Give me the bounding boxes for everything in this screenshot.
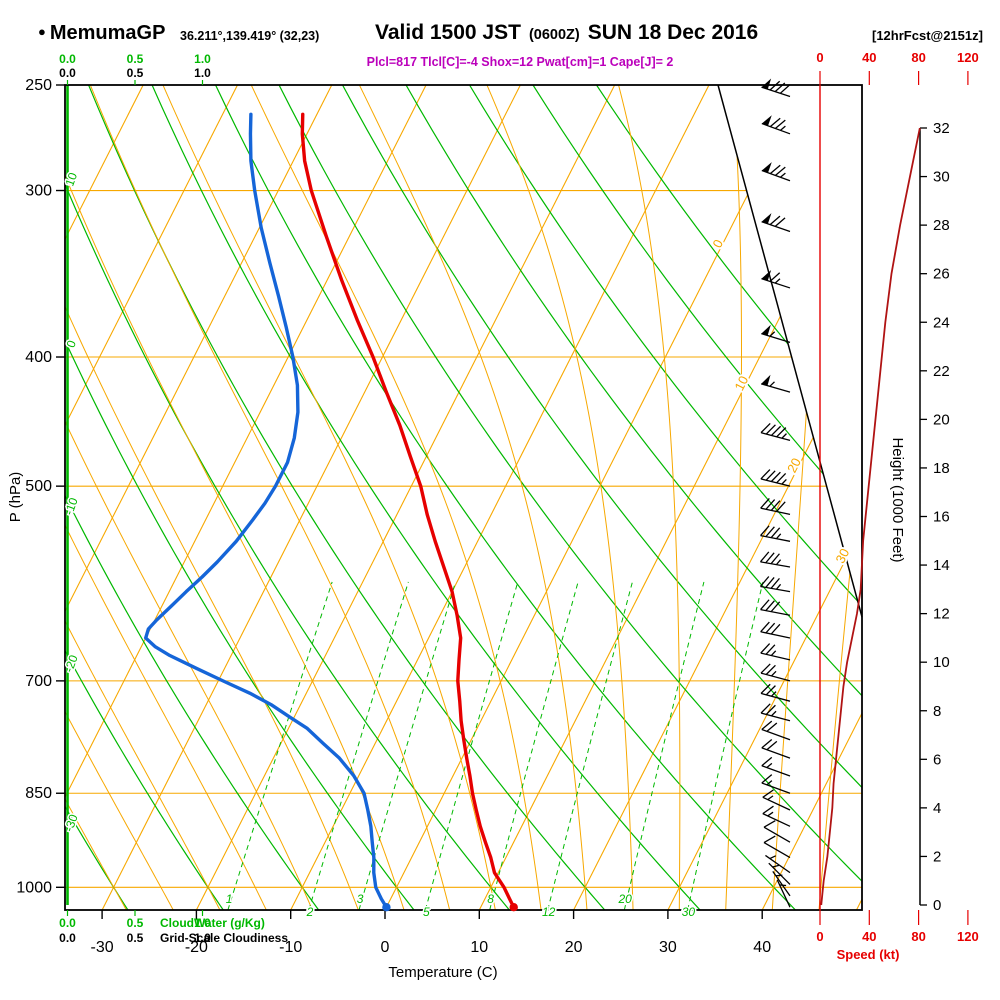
station-name: MemumaGP (49, 22, 166, 44)
svg-text:120: 120 (957, 50, 979, 65)
svg-text:1000: 1000 (16, 879, 52, 896)
svg-text:32: 32 (933, 120, 950, 137)
svg-text:500: 500 (25, 478, 52, 495)
svg-text:20: 20 (933, 411, 950, 428)
svg-text:0.0: 0.0 (59, 66, 76, 80)
svg-text:0.0: 0.0 (59, 52, 76, 66)
svg-text:12: 12 (933, 606, 950, 623)
svg-text:16: 16 (933, 509, 950, 526)
valid-utc: (0600Z) (528, 27, 580, 43)
svg-text:22: 22 (933, 363, 950, 380)
surface-dewpoint-dot (382, 903, 391, 912)
svg-text:4: 4 (933, 800, 941, 817)
svg-text:18: 18 (933, 460, 950, 477)
svg-text:20: 20 (565, 939, 583, 956)
svg-text:2: 2 (306, 905, 314, 919)
temperature-curve (300, 112, 516, 909)
svg-text:700: 700 (25, 673, 52, 690)
wind-barbs (759, 78, 791, 908)
svg-text:-20: -20 (62, 653, 81, 674)
svg-text:2: 2 (933, 848, 941, 865)
svg-text:1.0: 1.0 (194, 66, 211, 80)
height-axis-title: Height (1000 Feet) (889, 437, 906, 562)
svg-text:300: 300 (25, 183, 52, 200)
svg-text:14: 14 (933, 557, 950, 574)
svg-text:20: 20 (784, 455, 804, 475)
dewpoint-curve (144, 112, 389, 909)
station-coordinates: 36.211°,139.419° (32,23) (180, 29, 320, 43)
svg-text:0.5: 0.5 (127, 52, 144, 66)
svg-text:28: 28 (933, 217, 950, 234)
svg-text:0: 0 (933, 897, 941, 914)
svg-text:30: 30 (659, 939, 677, 956)
stability-indices: Plcl=817 Tlcl[C]=-4 Shox=12 Pwat[cm]=1 C… (366, 55, 674, 69)
svg-text:1.0: 1.0 (194, 916, 211, 930)
svg-text:400: 400 (25, 349, 52, 366)
svg-text:40: 40 (862, 929, 876, 944)
valid-date: SUN 18 Dec 2016 (587, 21, 759, 44)
svg-text:0.5: 0.5 (127, 931, 144, 945)
svg-text:120: 120 (957, 929, 979, 944)
valid-label: Valid 1500 JST (375, 21, 521, 44)
svg-text:40: 40 (753, 939, 771, 956)
svg-text:-10: -10 (279, 939, 302, 956)
svg-text:850: 850 (25, 785, 52, 802)
svg-text:3: 3 (357, 892, 364, 906)
svg-text:80: 80 (911, 50, 925, 65)
svg-text:20: 20 (617, 892, 632, 906)
svg-text:30: 30 (682, 905, 696, 919)
surface-temp-dot (509, 903, 518, 912)
svg-text:-30: -30 (91, 939, 114, 956)
forecast-tag: [12hrFcst@2151z] (872, 28, 983, 43)
svg-text:80: 80 (911, 929, 925, 944)
svg-text:8: 8 (933, 703, 941, 720)
cloudwater-label: CloudWater (g/Kg) (160, 916, 265, 930)
svg-text:12: 12 (542, 905, 556, 919)
diagonal-cut-line (717, 84, 863, 618)
svg-text:30: 30 (933, 169, 950, 186)
svg-text:26: 26 (933, 266, 950, 283)
svg-text:0.5: 0.5 (127, 66, 144, 80)
svg-text:0: 0 (816, 929, 823, 944)
svg-text:0.5: 0.5 (127, 916, 144, 930)
wind-speed-curve (820, 127, 921, 906)
svg-text:0: 0 (381, 939, 390, 956)
svg-text:1.0: 1.0 (194, 52, 211, 66)
valid-time: Valid 1500 JST (0600Z) SUN 18 Dec 2016 (375, 21, 758, 45)
svg-text:10: 10 (731, 373, 751, 393)
pressure-axis-title: P (hPa) (7, 472, 24, 523)
speed-axis-title: Speed (kt) (837, 947, 900, 962)
station-title: ● MemumaGP (38, 22, 165, 45)
svg-text:10: 10 (933, 654, 950, 671)
station-bullet-icon: ● (38, 24, 46, 39)
svg-text:1.0: 1.0 (194, 931, 211, 945)
svg-text:-20: -20 (185, 939, 208, 956)
svg-text:6: 6 (933, 751, 941, 768)
svg-text:0.0: 0.0 (59, 916, 76, 930)
plot-border (64, 84, 863, 911)
cloudiness-label: Grid-Scale Cloudiness (160, 931, 288, 945)
temperature-axis-title: Temperature (C) (388, 964, 497, 981)
background-grid (65, 85, 862, 910)
svg-text:250: 250 (25, 77, 52, 94)
svg-text:10: 10 (470, 939, 488, 956)
svg-text:0.0: 0.0 (59, 931, 76, 945)
svg-text:24: 24 (933, 314, 950, 331)
svg-text:5: 5 (423, 905, 430, 919)
svg-text:1: 1 (226, 892, 233, 906)
svg-text:40: 40 (862, 50, 876, 65)
svg-text:0: 0 (816, 50, 823, 65)
svg-text:30: 30 (832, 546, 852, 566)
svg-text:8: 8 (487, 892, 494, 906)
